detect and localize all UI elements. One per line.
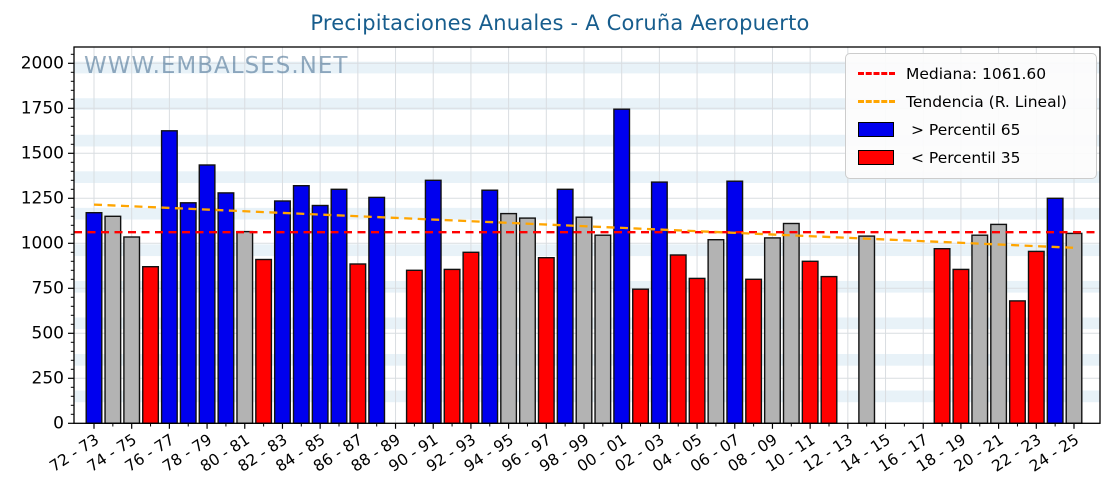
legend-item-median: Mediana: 1061.60 [858, 63, 1084, 84]
bar-1978 [198, 164, 216, 424]
median-dashed-line-swatch [858, 72, 895, 75]
legend-trend-label: Tendencia (R. Lineal) [906, 92, 1067, 111]
y-tick-label: 500 [32, 323, 64, 343]
bar-1996 [537, 257, 555, 425]
bar-1972 [85, 211, 103, 425]
bar-1989 [405, 269, 423, 424]
y-tick-label: 750 [32, 278, 64, 298]
y-tick-label: 0 [53, 413, 64, 433]
legend-item-p35: < Percentil 35 [858, 147, 1084, 168]
bar-1992 [462, 251, 480, 425]
bar-1985 [330, 188, 348, 425]
bar-2004 [688, 277, 706, 424]
trend-line [93, 203, 1075, 249]
bar-1982 [273, 200, 291, 425]
bar-1995 [518, 217, 536, 425]
background-stripe [74, 61, 1100, 74]
background-stripe [74, 171, 1100, 183]
background-stripe [74, 207, 1100, 220]
background-stripe [74, 134, 1100, 147]
bar-1979 [217, 192, 235, 424]
y-tick-label: 2000 [21, 53, 64, 73]
bar-2005 [707, 238, 725, 425]
bar-1974 [123, 236, 141, 425]
bar-2009 [782, 222, 800, 425]
bar-1984 [311, 204, 329, 425]
bar-1991 [443, 268, 461, 424]
bar-1976 [160, 130, 178, 425]
legend-p35-label: < Percentil 35 [911, 148, 1021, 167]
bar-2010 [801, 260, 819, 424]
bar-2021 [1008, 300, 1026, 424]
bar-2018 [952, 268, 970, 424]
legend: Mediana: 1061.60 Tendencia (R. Lineal) >… [845, 53, 1097, 179]
bar-1986 [349, 263, 367, 425]
bar-1977 [179, 202, 197, 425]
background-stripe [74, 98, 1100, 110]
legend-item-p65: > Percentil 65 [858, 119, 1084, 140]
bar-2006 [726, 180, 744, 425]
bar-1981 [255, 258, 273, 425]
bar-1994 [500, 212, 518, 425]
bar-2003 [669, 254, 687, 425]
bar-2002 [650, 181, 668, 425]
bar-2024 [1065, 232, 1083, 424]
y-tick-label: 1500 [21, 143, 64, 163]
bar-1983 [292, 184, 310, 425]
y-tick-label: 1250 [21, 188, 64, 208]
bar-1973 [104, 215, 122, 425]
bar-1980 [236, 230, 254, 425]
bar-2017 [933, 247, 951, 425]
bar-2013 [858, 235, 876, 425]
bar-2022 [1027, 250, 1045, 424]
y-tick-label: 1750 [21, 98, 64, 118]
p35-color-swatch [858, 150, 894, 165]
bar-1993 [481, 189, 499, 425]
axes-frame [73, 46, 1101, 424]
bar-2019 [971, 234, 989, 425]
bar-1998 [575, 216, 593, 425]
bar-2000 [613, 108, 631, 425]
p65-color-swatch [858, 122, 894, 137]
bar-1990 [424, 179, 442, 425]
bar-2020 [990, 223, 1008, 424]
bar-2001 [632, 288, 650, 425]
bar-1999 [594, 234, 612, 425]
trend-dashed-line-swatch [858, 100, 895, 103]
y-tick-label: 1000 [21, 233, 64, 253]
chart-title: Precipitaciones Anuales - A Coruña Aerop… [310, 11, 810, 35]
legend-median-label: Mediana: 1061.60 [906, 64, 1047, 83]
legend-item-trend: Tendencia (R. Lineal) [858, 91, 1084, 112]
legend-p65-label: > Percentil 65 [911, 120, 1021, 139]
y-tick-label: 250 [32, 368, 64, 388]
bar-2011 [820, 275, 838, 425]
bar-2008 [763, 237, 781, 424]
bar-2007 [745, 278, 763, 424]
bar-1975 [142, 266, 160, 425]
